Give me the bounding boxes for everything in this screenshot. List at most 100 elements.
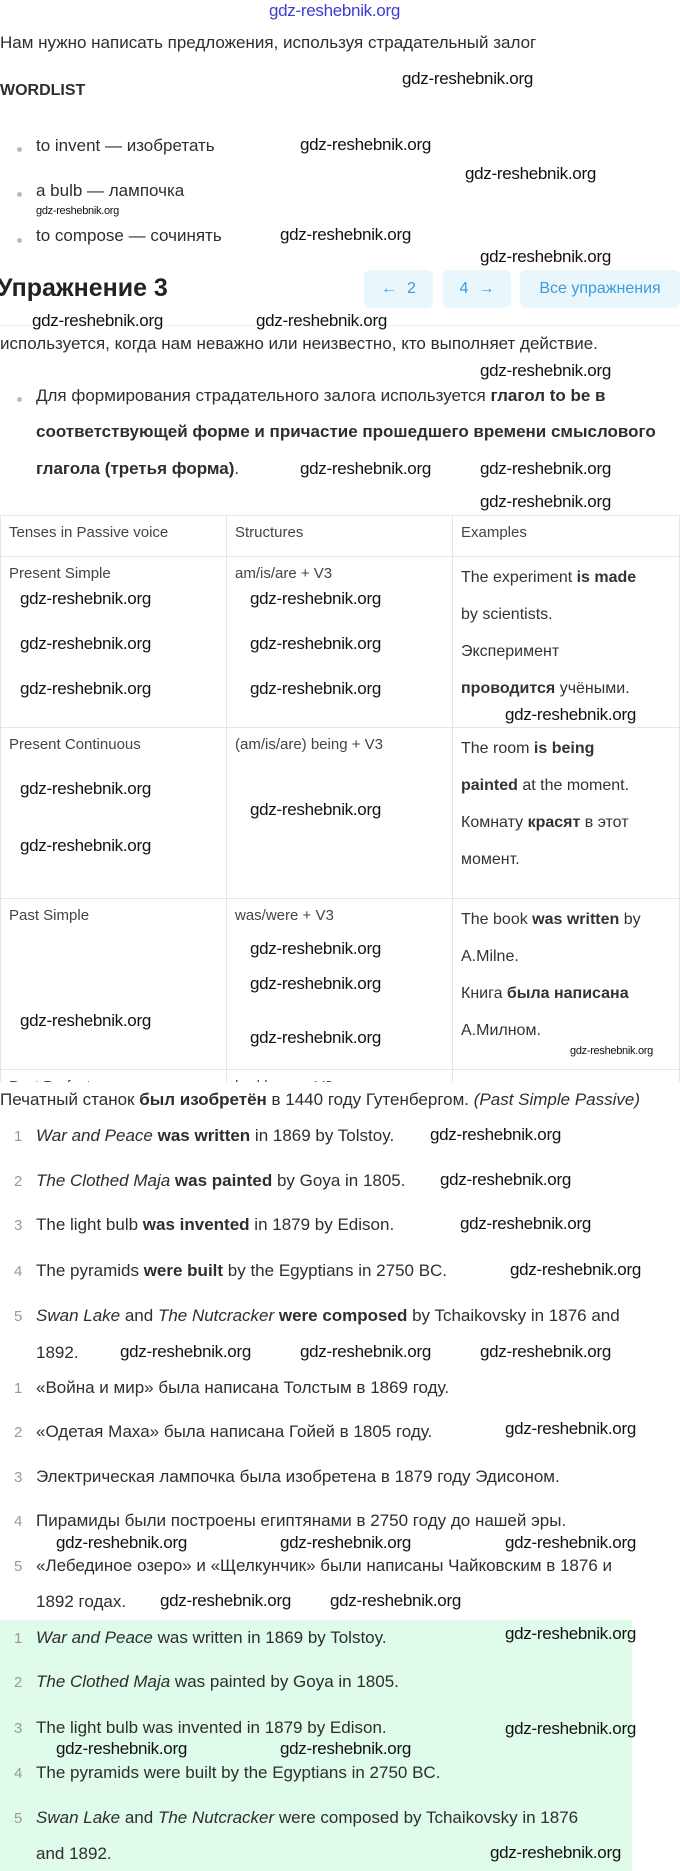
text-segment: A.Milne. [461,948,519,965]
passive-voice-table: Tenses in Passive voice Structures Examp… [0,515,680,1082]
answer-final-line: 1 War and Peace was written in 1869 by To… [0,1628,387,1649]
tense-cell: Present Simple [0,556,227,728]
watermark: gdz-reshebnik.org [20,589,151,608]
example-line: A.Milne. [461,938,671,975]
text-segment: by Goya in 1805. [272,1171,406,1190]
header-cell: Structures [226,515,453,557]
watermark: gdz-reshebnik.org [505,705,636,724]
item-number: 4 [14,1513,23,1530]
watermark: gdz-reshebnik.org [256,311,387,330]
text-segment: and [120,1306,158,1325]
watermark: gdz-reshebnik.org [56,1533,187,1552]
text-segment: Печатный станок [0,1090,140,1109]
item-number: 3 [14,1720,23,1737]
watermark: gdz-reshebnik.org [269,1,400,20]
prev-label: 2 [407,280,416,297]
text-segment: Комнату [461,814,528,831]
example-line: А.Милном. [461,1012,671,1049]
item-number: 4 [14,1765,23,1782]
watermark: gdz-reshebnik.org [430,1125,561,1144]
example-line: момент. [461,841,671,878]
text-segment: in 1869 by Tolstoy. [250,1126,395,1145]
italic-text: War and Peace [36,1628,153,1647]
watermark: gdz-reshebnik.org [160,1591,291,1610]
text-segment: by scientists. [461,606,553,623]
watermark: gdz-reshebnik.org [505,1533,636,1552]
italic-text: The Nutcracker [157,1808,275,1827]
watermark: gdz-reshebnik.org [250,974,381,993]
structure-cell: (am/is/are) being + V3 [226,727,453,899]
example-cell [452,1069,680,1082]
bold-text: were composed [278,1306,408,1325]
bold-text: was invented [142,1215,250,1234]
example-line: The room is being [461,730,671,767]
watermark: gdz-reshebnik.org [250,800,381,819]
watermark: gdz-reshebnik.org [510,1260,641,1279]
text-segment: The book [461,911,533,928]
item-number: 5 [14,1308,23,1325]
bold-text: was written [532,911,620,928]
theory-line: используется, когда нам неважно или неиз… [0,334,598,353]
text-segment: and [120,1808,158,1827]
watermark: gdz-reshebnik.org [480,492,611,511]
text-segment: The experiment [461,569,577,586]
answer-ru-line: 5 «Лебединое озеро» и «Щелкунчик» были на… [0,1556,612,1577]
answer-en-line: 1 War and Peace was written in 1869 by To… [0,1126,394,1147]
example-line: The book was written by [461,901,671,938]
text-segment: were composed by Tchaikovsky in 1876 [274,1808,579,1827]
text-segment: and 1892. [36,1844,112,1863]
watermark: gdz-reshebnik.org [505,1419,636,1438]
text-segment: в 1440 году Гутенбергом. [266,1090,474,1109]
bold-text: is made [576,569,637,586]
text-segment: Книга [461,985,507,1002]
answer-en-line: 5 Swan Lake and The Nutcracker were compo… [0,1306,620,1327]
example-line: проводится учёными. [461,670,671,707]
watermark: gdz-reshebnik.org [56,1739,187,1758]
answer-final-line: 4 The pyramids were built by the Egyptian… [0,1763,440,1784]
text-segment: The light bulb was invented in 1879 by E… [36,1718,387,1737]
watermark: gdz-reshebnik.org [480,459,611,478]
tense-cell: Past Perfect [0,1069,227,1082]
example-sentence: Печатный станок был изобретён в 1440 год… [0,1090,640,1110]
watermark: gdz-reshebnik.org [480,1342,611,1361]
divider [0,325,680,326]
item-number: 2 [14,1424,23,1441]
watermark: gdz-reshebnik.org [300,135,431,154]
watermark: gdz-reshebnik.org [330,1591,461,1610]
passive-voice-table-container[interactable]: Tenses in Passive voice Structures Examp… [0,515,680,1082]
bold-text: were built [143,1261,224,1280]
watermark: gdz-reshebnik.org [20,836,151,855]
answer-ru-line: 1892 годах. [36,1592,126,1612]
example-line: Эксперимент [461,633,671,670]
watermark: gdz-reshebnik.org [465,164,596,183]
text-segment: at the moment. [517,777,630,794]
next-exercise-button[interactable]: 4 → [443,270,511,308]
all-exercises-label: Все упражнения [539,280,661,297]
tense-cell: Past Simple [0,898,227,1070]
text-segment: by the Egyptians in 2750 BC. [223,1261,448,1280]
watermark: gdz-reshebnik.org [250,634,381,653]
table-header-row: Tenses in Passive voice Structures Examp… [0,515,680,557]
table-row: Present Simple am/is/are + V3 The experime… [0,556,680,728]
arrow-right-icon: → [478,280,495,297]
bold-text: проводится [461,680,556,697]
all-exercises-button[interactable]: Все упражнения [520,270,680,308]
text-segment: The pyramids [36,1261,144,1280]
watermark: gdz-reshebnik.org [440,1170,571,1189]
example-line: Книга была написана [461,975,671,1012]
italic-text: Swan Lake [36,1306,121,1325]
watermark: gdz-reshebnik.org [250,679,381,698]
text-segment: Для формирования страдательного залога и… [36,386,491,405]
text-segment: момент. [461,851,520,868]
item-number: 1 [14,1380,23,1397]
text-segment: The room [461,740,534,757]
text-segment: «Одетая Маха» была написана Гойей в 1805… [36,1422,433,1441]
watermark: gdz-reshebnik.org [20,779,151,798]
italic-text: War and Peace [36,1126,153,1145]
item-number: 1 [14,1630,23,1647]
text-segment: . [234,459,240,478]
prev-exercise-button[interactable]: ← 2 [364,270,433,308]
header-cell: Tenses in Passive voice [0,515,227,557]
bullet-icon [17,397,22,402]
theory-line: соответствующей форме и причастие прошед… [36,422,656,442]
